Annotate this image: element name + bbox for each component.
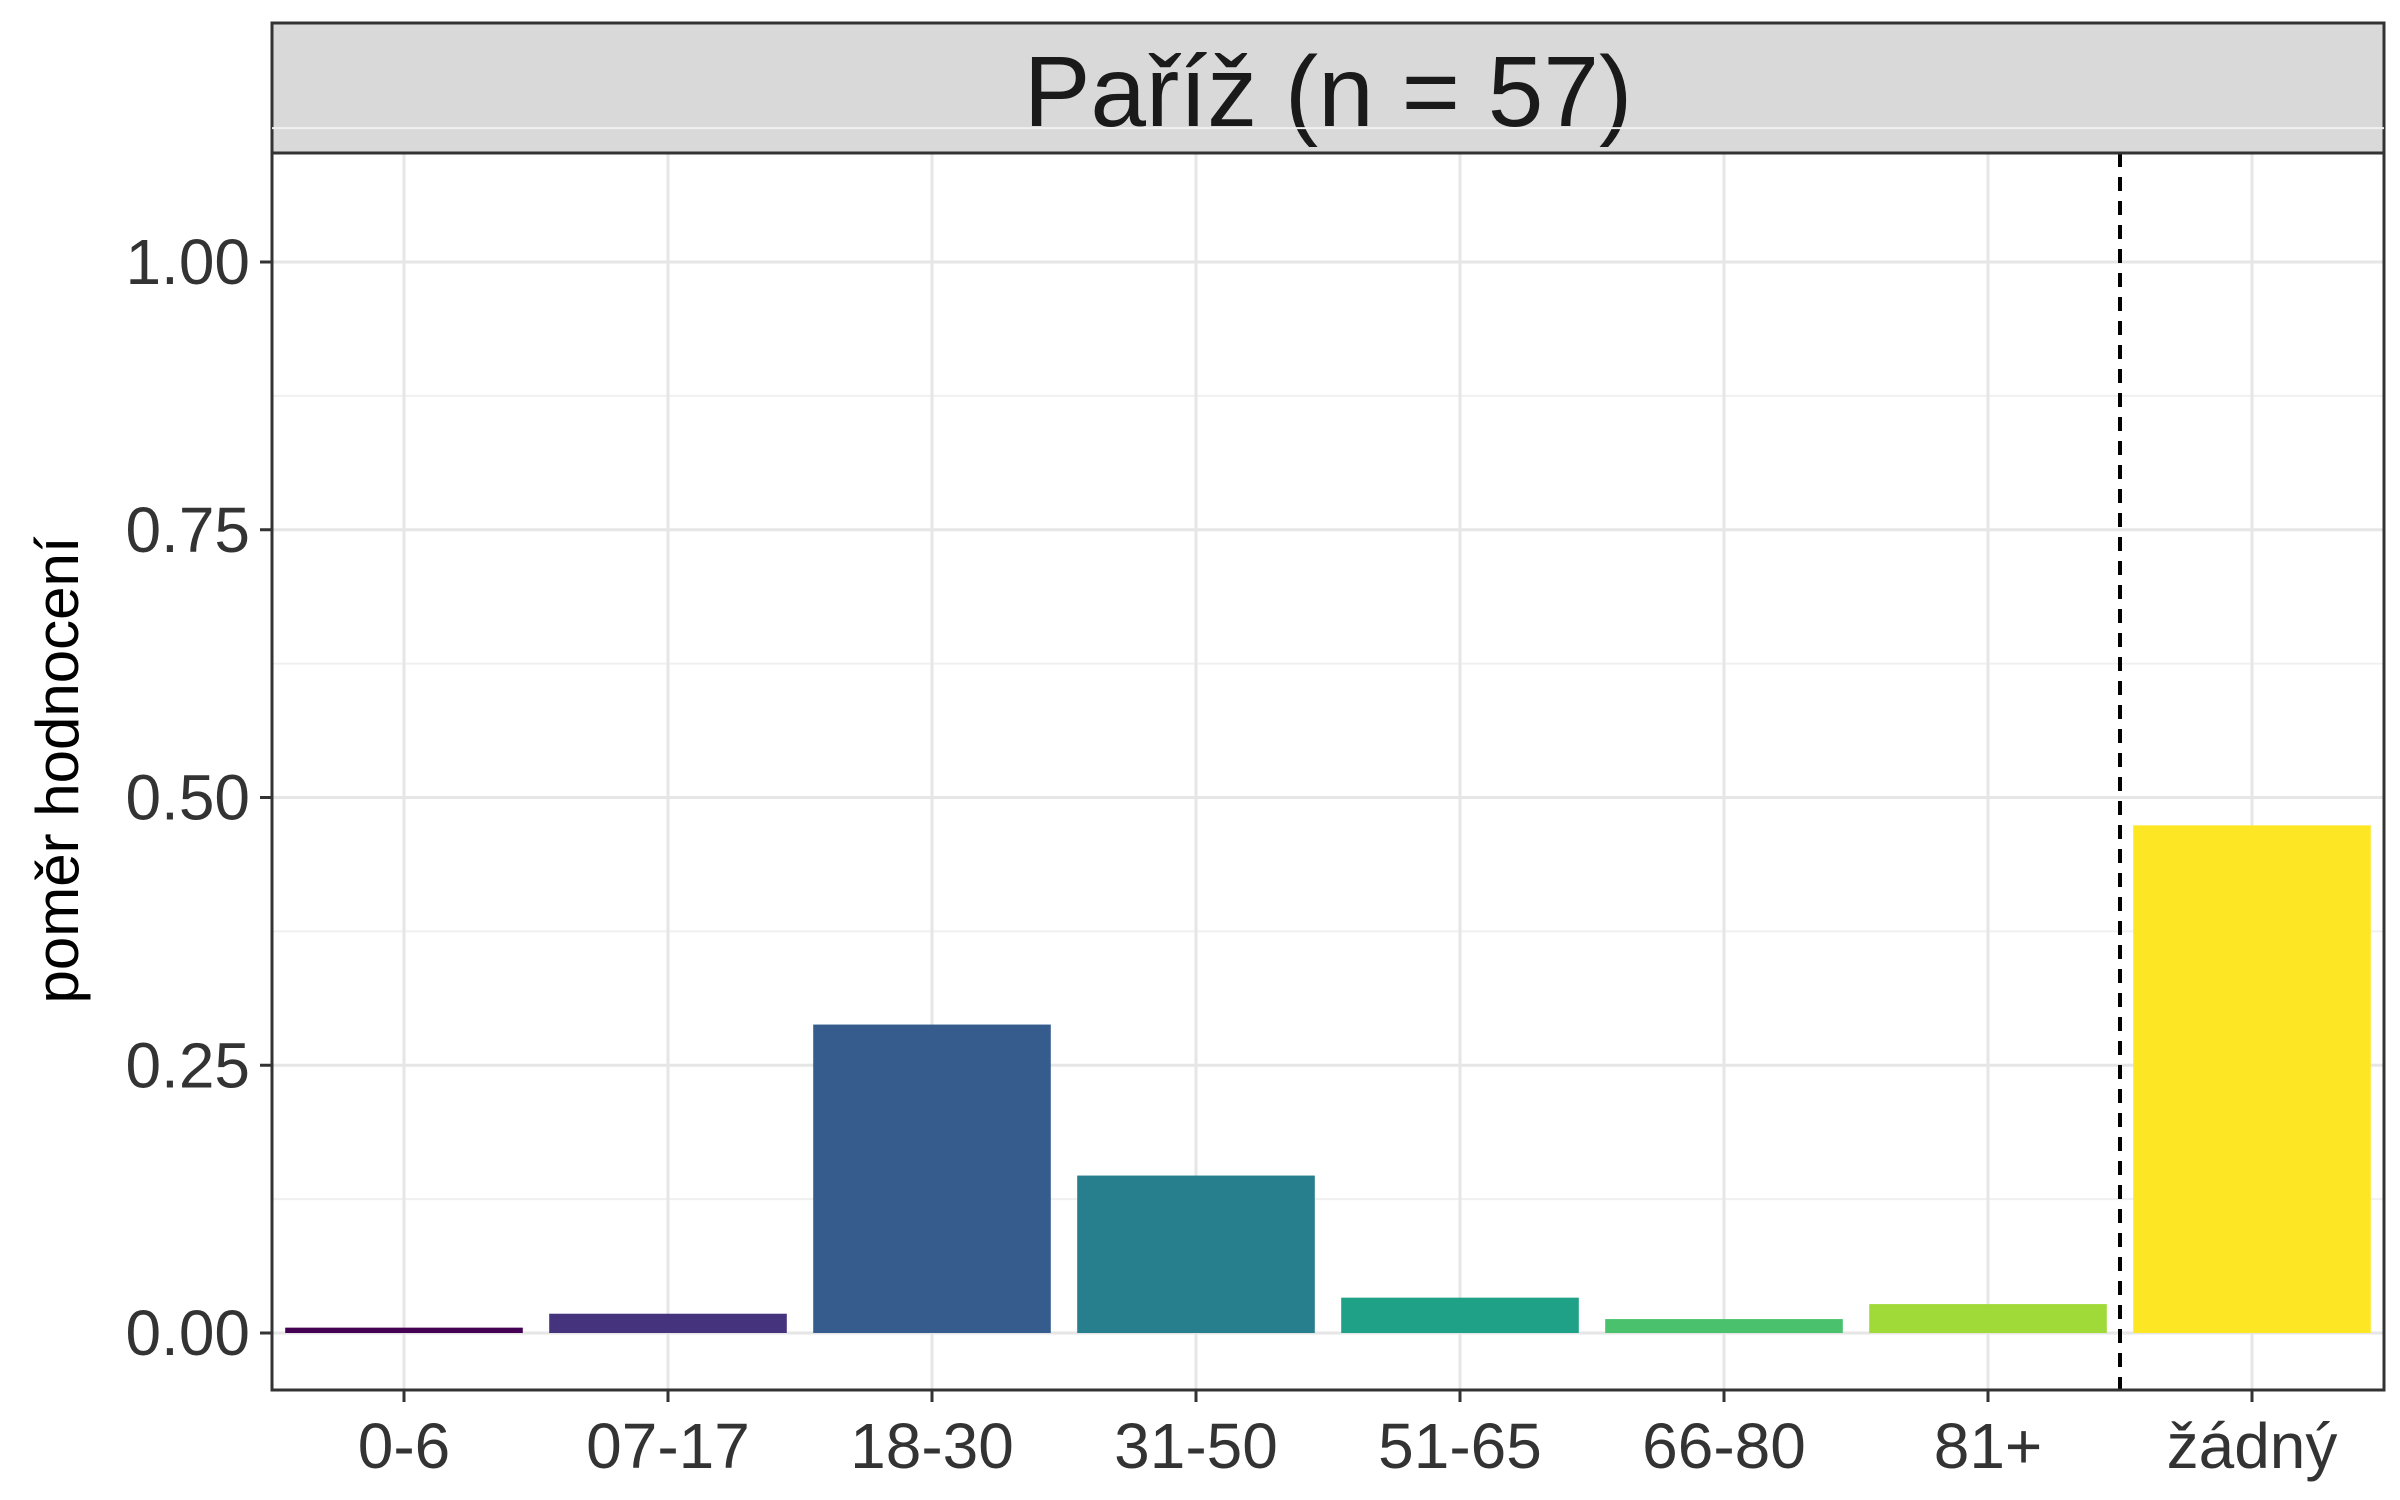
y-tick-label: 0.75 xyxy=(125,494,250,566)
x-tick-label: 07-17 xyxy=(586,1410,750,1482)
y-tick-label: 0.50 xyxy=(125,762,250,834)
bar-1 xyxy=(549,1313,787,1333)
x-tick-label: 81+ xyxy=(1934,1410,2043,1482)
x-tick-label: 31-50 xyxy=(1114,1410,1278,1482)
plot-panel xyxy=(270,127,2386,1392)
bar-3 xyxy=(1077,1175,1315,1333)
y-axis: 0.00 0.25 0.50 0.75 1.00 xyxy=(125,226,272,1369)
bar-2 xyxy=(813,1024,1051,1333)
x-tick-label: 0-6 xyxy=(358,1410,451,1482)
panel-background xyxy=(272,153,2384,1390)
bar-7 xyxy=(2133,825,2371,1333)
y-axis-title: poměr hodnocení xyxy=(24,536,91,1003)
bar-5 xyxy=(1605,1319,1843,1333)
panel-border xyxy=(270,151,2386,1392)
bar-6 xyxy=(1869,1304,2107,1333)
x-tick-label: žádný xyxy=(2167,1410,2338,1482)
y-tick-label: 0.00 xyxy=(125,1297,250,1369)
bars xyxy=(285,825,2371,1333)
x-axis: 0-6 07-17 18-30 31-50 51-65 66-80 81+ žádný xyxy=(358,1390,2338,1482)
minor-grid xyxy=(272,127,2384,1201)
x-tick-label: 66-80 xyxy=(1642,1410,1806,1482)
y-tick-label: 1.00 xyxy=(125,226,250,298)
bar-4 xyxy=(1341,1297,1579,1333)
bar-0 xyxy=(285,1327,523,1333)
y-tick-label: 0.25 xyxy=(125,1029,250,1101)
x-tick-label: 51-65 xyxy=(1378,1410,1542,1482)
facet-label: Paříž (n = 57) xyxy=(1024,36,1633,148)
x-tick-label: 18-30 xyxy=(850,1410,1014,1482)
facet-strip xyxy=(270,21,2386,155)
